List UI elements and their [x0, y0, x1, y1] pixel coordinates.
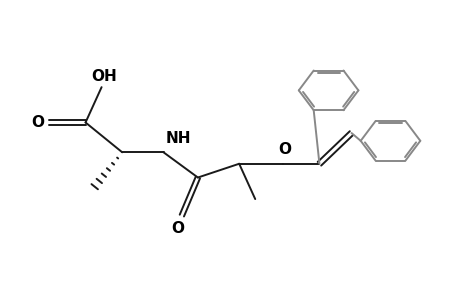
- Text: OH: OH: [91, 68, 117, 83]
- Text: O: O: [278, 142, 291, 157]
- Text: O: O: [171, 221, 184, 236]
- Text: O: O: [31, 115, 44, 130]
- Text: NH: NH: [165, 131, 191, 146]
